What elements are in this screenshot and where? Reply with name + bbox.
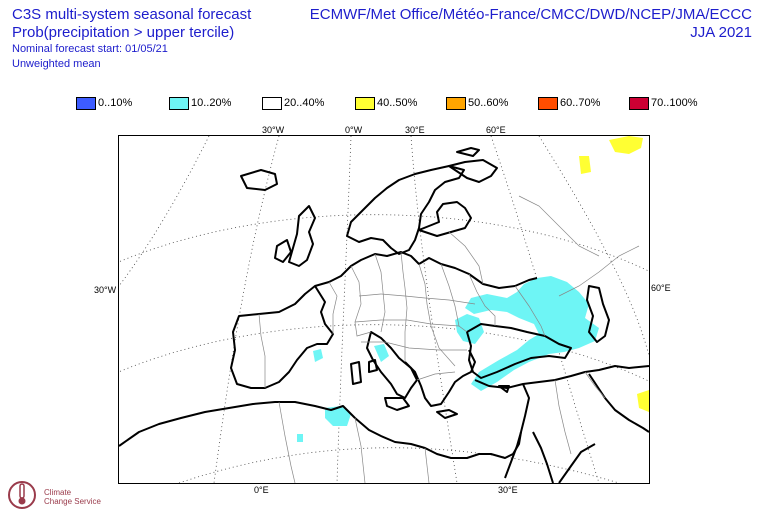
tick-bottom-30e: 30°E — [498, 485, 518, 495]
legend-swatch — [446, 97, 466, 110]
legend-swatch — [629, 97, 649, 110]
logo-text: Climate Change Service — [44, 488, 101, 506]
legend-label: 50..60% — [468, 97, 509, 109]
legend-label: 60..70% — [560, 97, 601, 109]
legend-label: 20..40% — [284, 97, 325, 109]
legend-swatch — [262, 97, 282, 110]
title-block: C3S multi-system seasonal forecast Prob(… — [12, 6, 251, 72]
prob-10-20-areas — [297, 276, 599, 442]
thermometer-icon — [8, 481, 36, 509]
country-borders — [258, 195, 640, 483]
graticule — [119, 136, 649, 483]
legend-label: 0..10% — [98, 97, 133, 109]
tick-left-30w: 30°W — [94, 285, 117, 295]
legend-swatch — [355, 97, 375, 110]
legend-swatch — [538, 97, 558, 110]
legend-swatch — [76, 97, 96, 110]
tick-right-60e: 60°E — [651, 283, 671, 293]
prob-40-50-areas — [579, 136, 649, 412]
legend-label: 10..20% — [191, 97, 232, 109]
tick-top-0w: 0°W — [345, 125, 363, 135]
season-label: JJA 2021 — [690, 24, 752, 41]
tick-top-30w: 30°W — [262, 125, 285, 135]
logo-line1: Climate — [44, 488, 72, 497]
logo-line2: Change Service — [44, 497, 101, 506]
c3s-logo: Climate Change Service — [6, 478, 116, 518]
legend-label: 40..50% — [377, 97, 418, 109]
centres-list: ECMWF/Met Office/Météo-France/CMCC/DWD/N… — [309, 6, 752, 23]
system-title: C3S multi-system seasonal forecast — [12, 6, 252, 23]
legend-label: 70..100% — [651, 97, 698, 109]
tick-top-30e: 30°E — [405, 125, 425, 135]
forecast-start: Nominal forecast start: 01/05/21 — [12, 43, 168, 55]
mean-type: Unweighted mean — [12, 58, 101, 70]
tick-bottom-0e: 0°E — [254, 485, 269, 495]
tick-top-60e: 60°E — [486, 125, 506, 135]
europe-map — [119, 136, 649, 483]
variable-title: Prob(precipitation > upper tercile) — [12, 24, 235, 41]
map-panel — [118, 135, 650, 484]
legend-swatch — [169, 97, 189, 110]
title-right-block: ECMWF/Met Office/Météo-France/CMCC/DWD/N… — [310, 6, 752, 42]
